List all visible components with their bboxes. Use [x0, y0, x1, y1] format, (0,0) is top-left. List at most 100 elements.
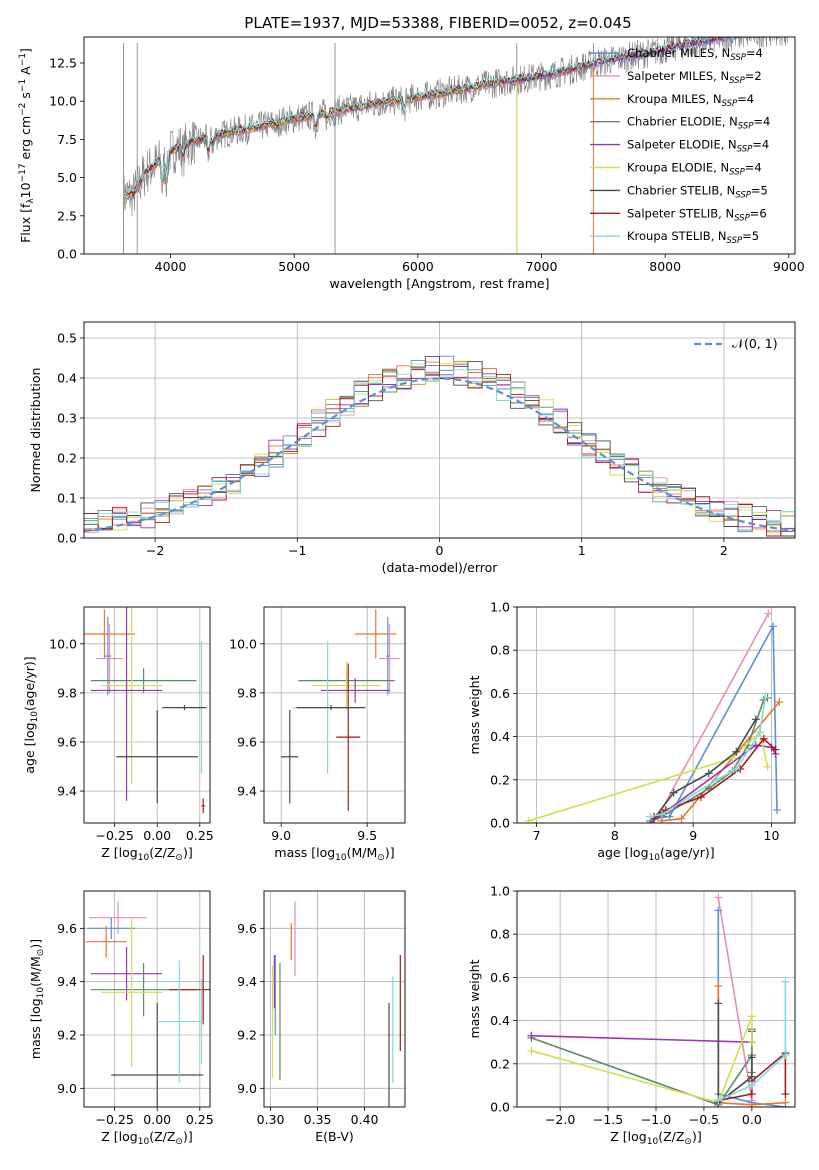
superscript: −1: [18, 53, 28, 66]
x-axis-label: E(B-V): [315, 1129, 354, 1144]
x-tick-label: 4000: [155, 259, 187, 274]
marker-kroupa_stelib: [781, 977, 790, 986]
label-part: Flux [f: [18, 203, 33, 243]
y-tick-label: 0.0: [490, 816, 510, 831]
y-tick-label: 9.2: [57, 1028, 77, 1043]
subscript: 10: [138, 1137, 150, 1147]
plot-area: [524, 609, 784, 823]
axes-frame: [83, 890, 211, 1108]
legend-label: Salpeter MILES, N: [627, 69, 729, 83]
x-tick-label: 2: [720, 543, 728, 558]
subscript: ⊙: [175, 853, 183, 863]
superscript: −1: [18, 79, 28, 92]
marker-kroupa_elodie: [747, 1012, 756, 1021]
x-tick-label: −0.25: [95, 828, 133, 843]
subscript: 10: [30, 711, 40, 723]
y-tick-label: 9.6: [57, 921, 77, 936]
legend-value: =4: [746, 46, 763, 60]
axes-frame: [83, 36, 796, 255]
legend-entry: Chabrier MILES, NSSP=4: [627, 46, 763, 63]
marker-kroupa_stelib: [714, 1096, 723, 1105]
x-tick-label: 0.35: [304, 1112, 332, 1127]
y-axis-label: mass [log10(M/M⊙)]: [28, 939, 46, 1059]
plot-area: [84, 607, 207, 814]
y-tick-label: 0.3: [57, 411, 77, 426]
x-axis-label: Z [log10(Z/Z⊙)]: [101, 1129, 192, 1147]
axes-frame: [263, 890, 406, 1108]
legend-label: Kroupa ELODIE, N: [627, 161, 729, 175]
histogram-salpeter_elodie: [84, 365, 795, 530]
y-tick-label: 9.6: [57, 735, 77, 750]
y-tick-label: 9.4: [237, 784, 257, 799]
marker-kroupa_stelib: [732, 765, 741, 773]
x-tick-label: 0.40: [351, 1112, 379, 1127]
plot-area: [84, 355, 795, 537]
axes-frame: [516, 890, 796, 1108]
x-tick-label: −0.25: [95, 1112, 133, 1127]
y-tick-label: 0.4: [490, 729, 510, 744]
marker-kroupa_miles: [677, 814, 686, 823]
plot-area: [271, 901, 401, 1107]
label-part: )]: [28, 939, 43, 949]
legend-subscript: SSP: [727, 236, 743, 246]
y-tick-label: 0.1: [57, 491, 77, 506]
legend-entry: Chabrier ELODIE, NSSP=4: [627, 115, 770, 132]
y-tick-label: 10.0: [49, 94, 77, 109]
y-tick-label: 9.8: [57, 685, 77, 700]
legend-entry: Kroupa STELIB, NSSP=5: [627, 229, 759, 246]
x-tick-label: 7: [533, 828, 541, 843]
y-tick-label: 0.0: [490, 1100, 510, 1115]
subscript: 10: [649, 853, 661, 863]
x-axis-label: Z [log10(Z/Z⊙)]: [101, 845, 192, 863]
y-tick-label: 9.4: [57, 784, 77, 799]
label-part: )]: [385, 845, 395, 860]
y-tick-label: 0.8: [490, 927, 510, 942]
panel-age_vs_Z: −0.25 0.00 0.259.49.69.810.0Z [log10(Z/Z⊙)…: [22, 606, 214, 863]
label-part: 10: [18, 182, 33, 198]
label-part: (M/M: [28, 956, 43, 987]
y-tick-label: 0.8: [490, 643, 510, 658]
y-tick-label: 0.0: [57, 247, 77, 262]
x-axis-label: wavelength [Angstrom, rest frame]: [329, 276, 549, 291]
legend-label: Kroupa STELIB, N: [627, 229, 727, 243]
model-kroupa_stelib: [123, 37, 730, 196]
plot-area: [85, 901, 210, 1107]
model-salpeter_stelib: [123, 37, 742, 197]
y-tick-label: 10.0: [229, 636, 257, 651]
panel-mass_vs_Z: −0.25 0.00 0.259.09.29.49.6Z [log10(Z/Z⊙)]…: [28, 890, 214, 1147]
marker-kroupa_elodie: [763, 762, 772, 771]
x-tick-label: 0.0: [742, 1112, 762, 1127]
marker-kroupa_stelib: [781, 1051, 790, 1060]
legend-value: =4: [753, 115, 770, 129]
label-part: Z [log: [610, 1129, 646, 1144]
label-part: (age/yr)]: [22, 656, 37, 711]
marker-chabrier_stelib: [732, 747, 741, 756]
marker-salpeter_stelib: [747, 1090, 756, 1099]
x-tick-label: −1.5: [593, 1112, 623, 1127]
y-tick-label: 9.0: [237, 1081, 257, 1096]
x-axis-label: mass [log10(M/M⊙)]: [274, 845, 394, 863]
subscript: 10: [647, 1137, 659, 1147]
x-tick-label: −1.0: [641, 1112, 671, 1127]
label-part: mass [log: [274, 845, 335, 860]
panel-spectrum: 4000 5000 6000 7000 8000 9000 0.0 2.5 5.0 7.5 10.0…: [18, 36, 805, 291]
x-tick-label: 0.30: [257, 1112, 285, 1127]
y-tick-label: 7.5: [57, 132, 77, 147]
subscript: ⊙: [377, 853, 385, 863]
y-axis-label: mass weight: [467, 675, 482, 754]
y-tick-label: 0.6: [490, 970, 510, 985]
legend-subscript: SSP: [722, 99, 738, 109]
legend-label: Chabrier MILES, N: [627, 46, 730, 60]
legend-value: =6: [750, 206, 767, 220]
y-tick-label: 0.0: [57, 531, 77, 546]
subscript: ⊙: [684, 1137, 692, 1147]
label-part: )]: [183, 1129, 193, 1144]
y-tick-label: 0.2: [57, 451, 77, 466]
marker-salpeter_elodie: [527, 1031, 536, 1040]
y-tick-label: 10.0: [49, 636, 77, 651]
subscript: 10: [36, 987, 46, 999]
label-part: ]: [18, 48, 33, 53]
